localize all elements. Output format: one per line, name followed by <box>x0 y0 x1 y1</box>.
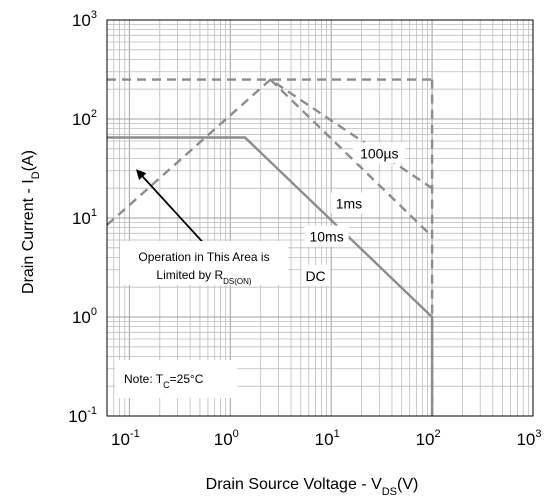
region-label-sub: DS(ON) <box>223 277 252 286</box>
y-axis-title-main: Drain Current - I <box>20 179 37 294</box>
curve-label: 1ms <box>336 196 362 212</box>
region-label-line2: Limited by RDS(ON) <box>156 268 251 286</box>
tick-labels: 10-1 100 101 102 103 10-1 100 101 102 103 <box>68 9 541 449</box>
note-main: Note: T <box>124 372 164 386</box>
x-axis-title-main: Drain Source Voltage - V <box>206 476 382 493</box>
y-tick-label: 103 <box>72 9 97 30</box>
region-label-box <box>120 241 288 285</box>
x-tick-label: 100 <box>214 428 239 449</box>
curve-label-bg <box>304 225 349 247</box>
x-tick-label: 103 <box>516 428 541 449</box>
x-tick-label: 10-1 <box>111 428 140 449</box>
region-arrow <box>136 169 205 245</box>
curve-label: DC <box>305 268 325 284</box>
region-label-line1: Operation in This Area is <box>138 250 269 264</box>
region-label-main: Limited by R <box>156 268 223 282</box>
curve-1ms <box>269 78 433 238</box>
y-tick-label: 101 <box>72 207 97 228</box>
curve-label-bg <box>301 264 330 286</box>
curve-label: 10ms <box>309 229 343 245</box>
note-text: Note: TC=25°C <box>124 372 204 390</box>
curve-labels: 100µs 1ms 10ms DC <box>301 142 406 286</box>
curve-label-bg <box>353 142 406 164</box>
curve-label-bg <box>330 192 367 214</box>
note: Note: TC=25°C <box>115 360 237 398</box>
y-axis-title-unit: (A) <box>20 150 37 171</box>
x-tick-label: 101 <box>315 428 340 449</box>
x-axis-title-unit: (V) <box>397 476 418 493</box>
y-tick-label: 100 <box>72 306 97 327</box>
note-rest: =25°C <box>170 372 204 386</box>
y-axis-title-sub: D <box>30 171 42 179</box>
x-axis-title-sub: DS <box>382 486 397 498</box>
y-tick-label: 10-1 <box>68 405 97 426</box>
note-sub: C <box>163 380 170 390</box>
x-axis-title: Drain Source Voltage - VDS(V) <box>206 476 419 498</box>
y-tick-label: 102 <box>72 108 97 129</box>
region-annotation: Operation in This Area is Limited by RDS… <box>120 169 288 286</box>
curve-label: 100µs <box>360 145 398 161</box>
y-axis-title: Drain Current - ID(A) <box>20 150 42 294</box>
plot-frame <box>106 19 534 417</box>
x-tick-label: 102 <box>416 428 441 449</box>
grid <box>106 19 534 417</box>
note-box <box>115 360 237 398</box>
